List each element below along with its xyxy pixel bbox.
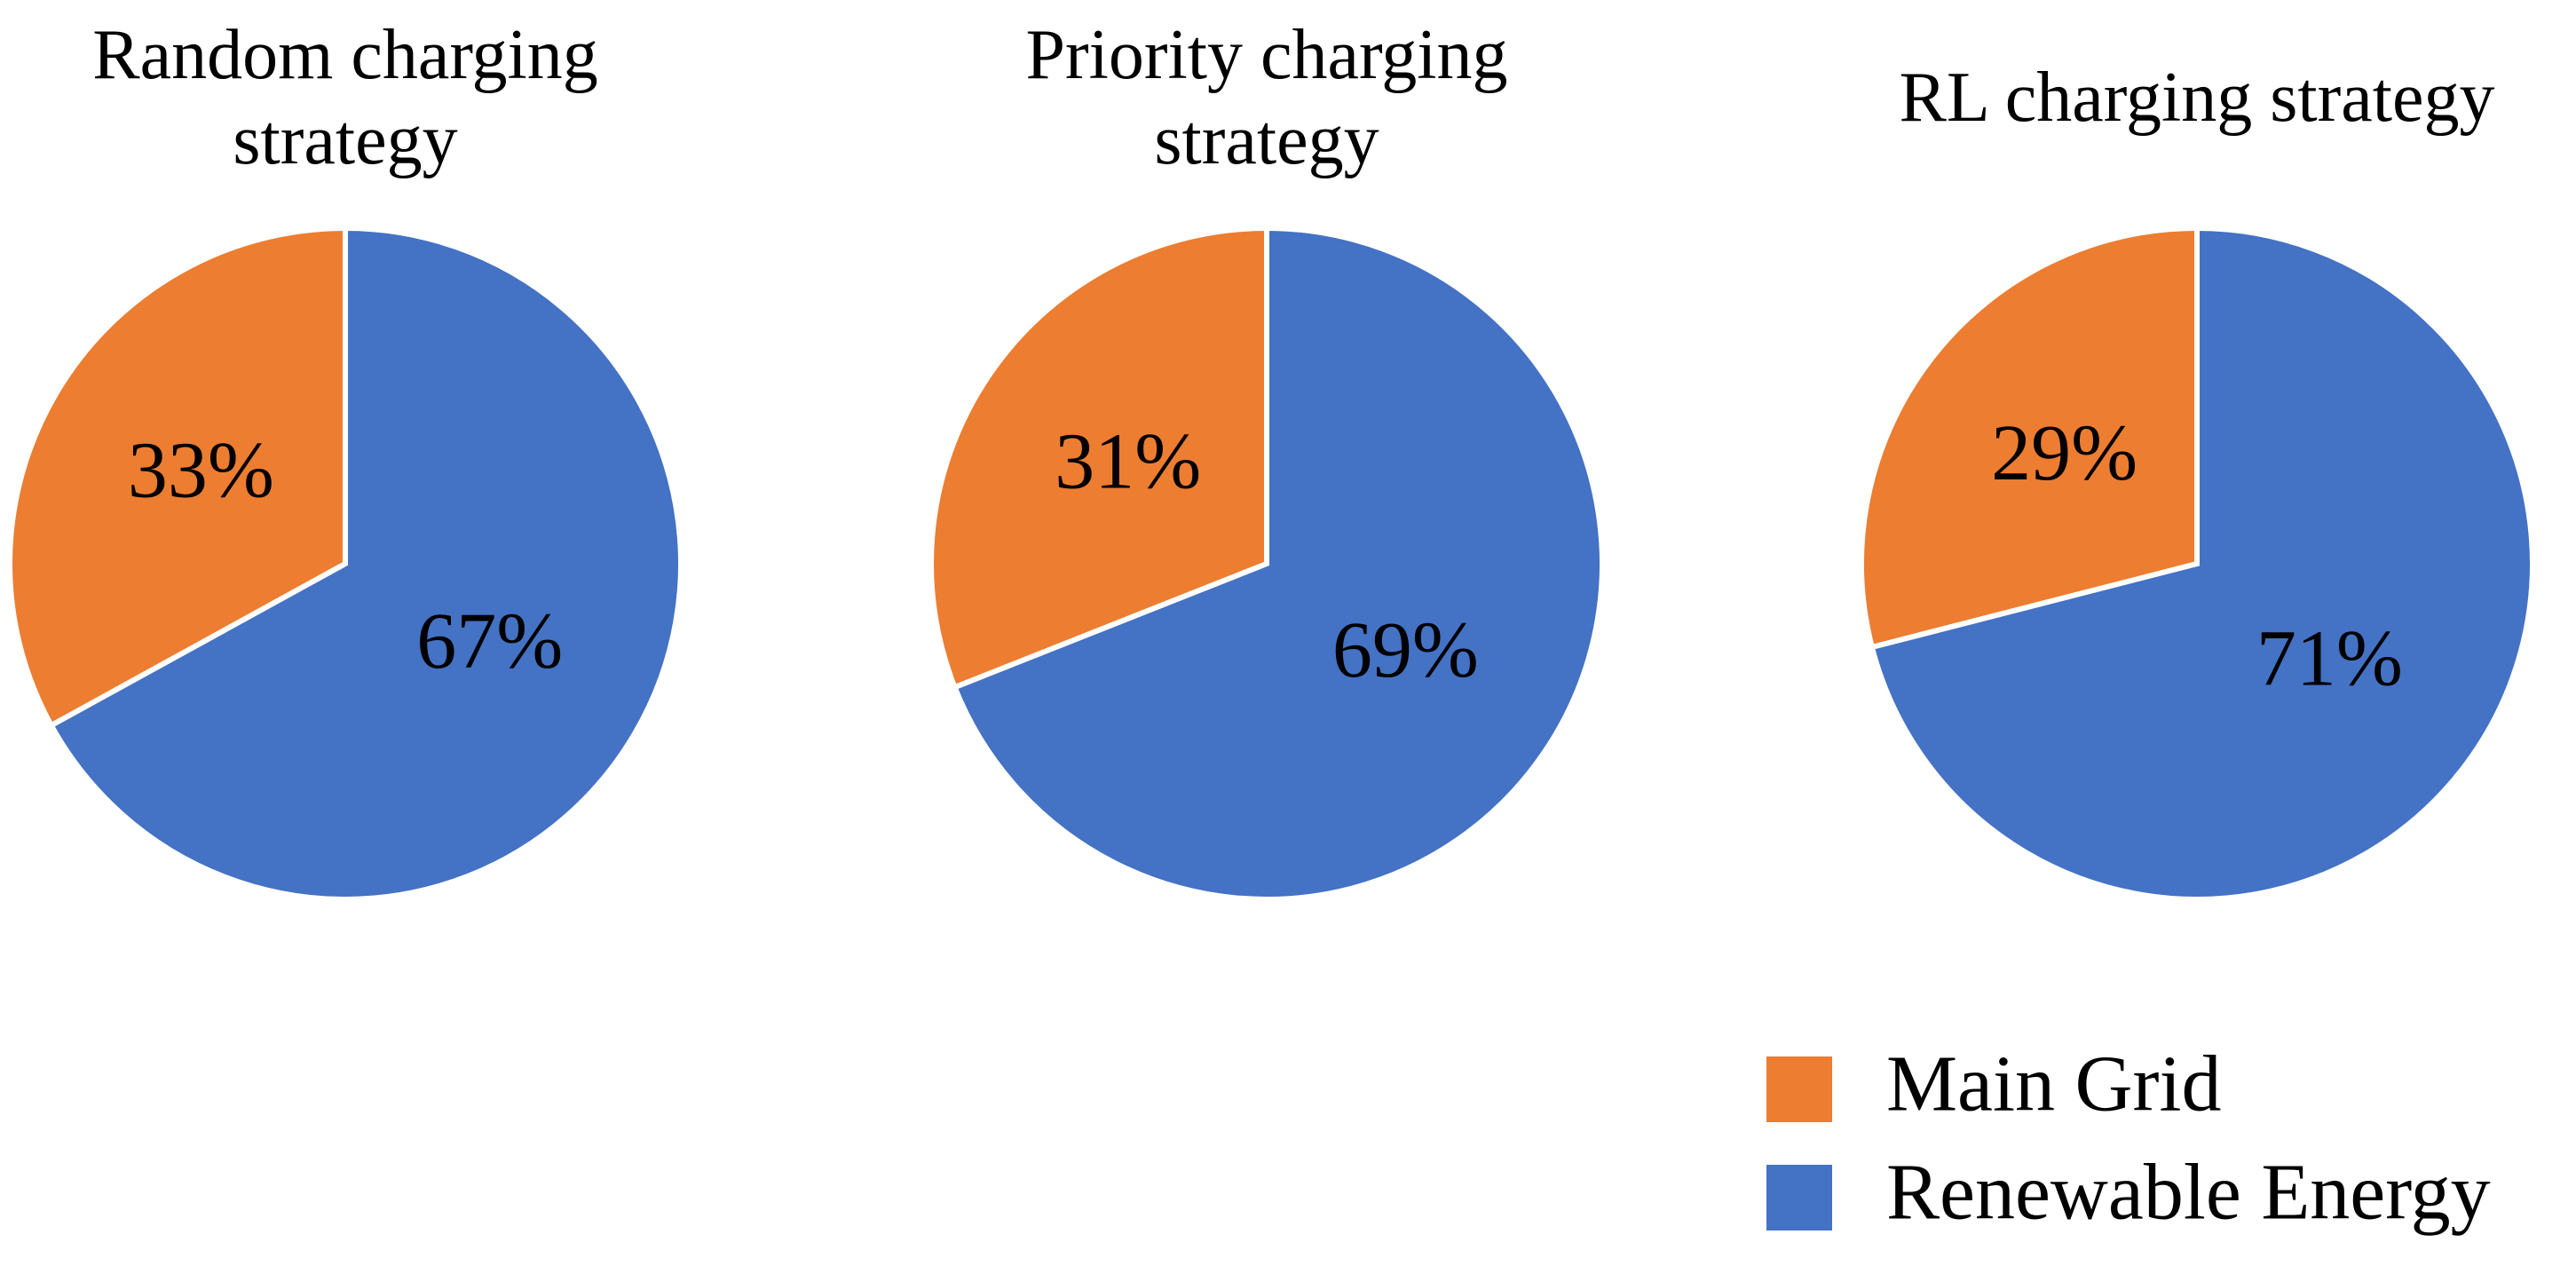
pie-slice — [928, 225, 1269, 692]
pie-slice — [951, 225, 1605, 902]
pie-slice — [7, 225, 348, 730]
data-label: 33% — [128, 426, 274, 514]
data-label: 29% — [1991, 409, 2137, 497]
pie-slice — [1869, 225, 2536, 902]
legend-swatch — [1766, 1056, 1832, 1122]
pie-slice — [1859, 225, 2200, 651]
pie-slice — [47, 225, 684, 902]
chart-title: Priority charging strategy — [1025, 16, 1508, 179]
data-label: 31% — [1055, 417, 1201, 505]
chart-title: RL charging strategy — [1899, 59, 2495, 137]
data-label: 67% — [416, 597, 563, 685]
legend-label: Renewable Energy — [1886, 1149, 2491, 1237]
chart-title: Random charging strategy — [92, 16, 598, 179]
legend-label: Main Grid — [1886, 1040, 2221, 1128]
legend-swatch — [1766, 1165, 1832, 1230]
data-label: 69% — [1332, 606, 1479, 694]
data-label: 71% — [2256, 614, 2403, 702]
